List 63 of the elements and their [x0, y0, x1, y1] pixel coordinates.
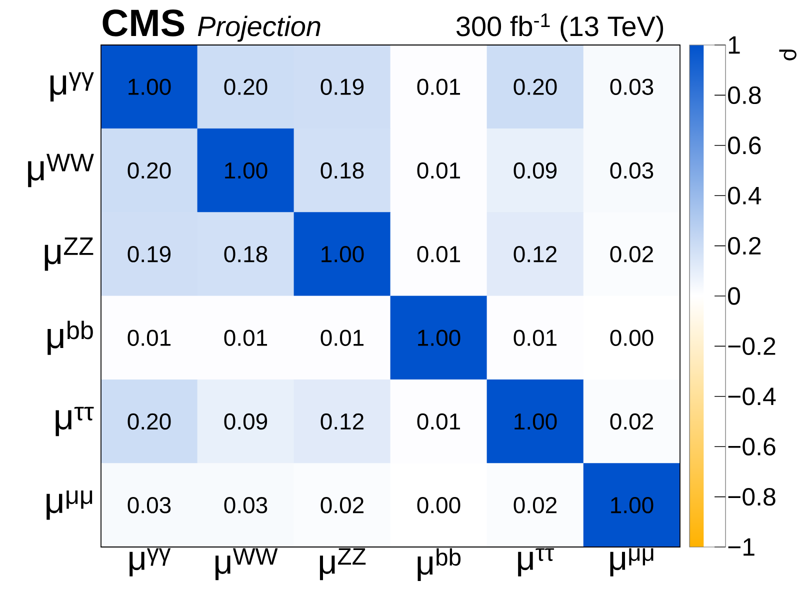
- data-label: 1.00: [225, 162, 268, 179]
- data-label: 0.03: [224, 497, 268, 514]
- data-label: 0.12: [514, 246, 556, 262]
- data-label: 0.02: [610, 413, 653, 430]
- x-tick-label: μ$^{γγ}$: [130, 548, 171, 576]
- data-label: 0.20: [224, 78, 268, 95]
- color-bar-label: −1: [728, 538, 754, 556]
- data-label: 1.00: [128, 78, 171, 95]
- data-label: 0.12: [320, 413, 364, 430]
- color-bar-label: 1: [728, 36, 740, 54]
- color-bar-label: 0.6: [728, 136, 761, 154]
- data-label: 0.03: [610, 78, 654, 95]
- x-tick-label: μ$^{WW}$: [216, 548, 278, 580]
- data-label: 0.02: [514, 497, 556, 514]
- data-label: 0.01: [320, 330, 364, 346]
- color-bar-label: 0.2: [728, 236, 761, 255]
- data-label: 0.19: [128, 246, 171, 262]
- color-bar-label: 0.4: [728, 186, 762, 204]
- data-label: 0.01: [417, 162, 460, 179]
- data-label: 0.18: [320, 162, 364, 179]
- color-bar-label: 0.8: [728, 86, 761, 104]
- data-label: 0.01: [417, 413, 460, 430]
- data-label: 0.02: [610, 246, 653, 262]
- chart-subtitle: Projection: [198, 16, 320, 42]
- data-label: 1.00: [418, 330, 460, 346]
- data-label: 0.02: [320, 497, 364, 514]
- data-label: 0.20: [514, 78, 557, 95]
- data-label: 0.03: [128, 497, 171, 514]
- y-tick-label: μ$^{bb}$: [48, 320, 93, 355]
- y-tick-label: μ$^{μμ}$: [46, 490, 92, 520]
- data-label: 0.01: [417, 246, 460, 262]
- y-tick-label: μ$^{γγ}$: [50, 72, 94, 102]
- x-tick-label: μ$^{bb}$: [418, 548, 461, 582]
- data-label: 0.03: [610, 162, 654, 179]
- data-label: 0.20: [128, 413, 171, 430]
- chart-title: CMS: [102, 9, 184, 36]
- data-label: 0.20: [128, 162, 171, 179]
- data-label: 0.19: [320, 78, 364, 95]
- data-label: 0.01: [417, 78, 460, 95]
- y-tick-label: μ$^{WW}$: [28, 154, 94, 188]
- color-bar-label: −0.6: [728, 438, 776, 456]
- data-label: 0.00: [417, 497, 460, 514]
- text: 300 fb$^{-1}$ (13 TeV): [456, 13, 664, 42]
- data-label: 0.01: [514, 330, 557, 346]
- data-label: 1.00: [514, 413, 557, 430]
- y-tick-label: μ$^{ττ}$: [56, 406, 94, 436]
- color-bar-label: 0: [728, 287, 740, 305]
- color-bar-label: −0.8: [728, 488, 776, 506]
- data-label: 0.09: [514, 162, 557, 179]
- color-bar-label: −0.4: [728, 388, 776, 406]
- data-label: 0.01: [224, 330, 268, 346]
- data-label: 0.09: [224, 413, 268, 430]
- data-label: 1.00: [611, 497, 654, 514]
- x-tick-label: μ$^{ττ}$: [518, 548, 554, 576]
- data-label: 0.00: [610, 330, 654, 346]
- data-label: 1.00: [322, 246, 364, 262]
- color-bar-label: −0.2: [728, 337, 776, 356]
- x-tick-label: μ$^{ZZ}$: [320, 548, 366, 580]
- color-bar-title: ρ: [779, 50, 796, 60]
- y-tick-label: μ$^{ZZ}$: [44, 238, 94, 271]
- data-label: 0.01: [128, 330, 171, 346]
- data-label: 0.18: [224, 246, 268, 262]
- x-tick-label: μ$^{μμ}$: [610, 548, 654, 576]
